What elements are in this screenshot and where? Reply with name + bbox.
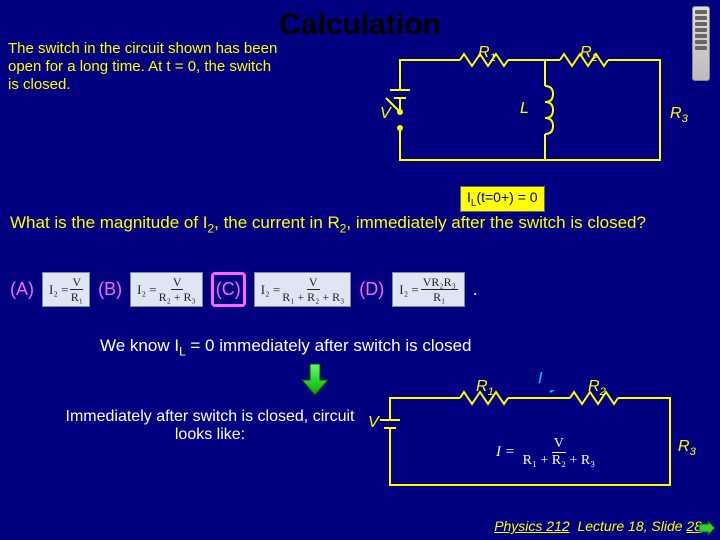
period: .	[473, 279, 478, 300]
slide-title: Calculation	[279, 8, 441, 42]
label-r2: R2	[580, 44, 598, 64]
option-a-label[interactable]: (A)	[10, 279, 34, 300]
label2-r3: R3	[678, 438, 696, 458]
label2-r2: R2	[588, 378, 606, 398]
clicker-remote-icon	[692, 6, 710, 81]
label2-v: V	[368, 414, 379, 432]
slide-footer: Physics 212 Lecture 18, Slide 28	[494, 518, 702, 534]
explanation-line-1: We know IL = 0 immediately after switch …	[100, 336, 472, 358]
next-arrow-icon[interactable]	[698, 520, 716, 536]
label-r1: R1	[478, 44, 496, 64]
circuit-diagram-2: R1 R2 R3 V I I = VR₁ + R₂ + R₃	[370, 390, 690, 500]
label-r3: R3	[670, 105, 688, 125]
option-c-formula: I₂ = VR₁ + R₂ + R₃	[254, 272, 352, 307]
label2-i: I	[538, 370, 542, 388]
explanation-line-2: Immediately after switch is closed, circ…	[60, 408, 360, 443]
down-arrow-icon	[300, 362, 330, 397]
option-b-label[interactable]: (B)	[98, 279, 122, 300]
circuit-diagram-1: R1 R2 R3 L V	[380, 50, 680, 170]
option-a-formula: I₂ = VR₁	[42, 272, 90, 307]
initial-condition-box: IL(t=0+) = 0	[460, 186, 545, 212]
option-b-formula: I₂ = VR₂ + R₃	[130, 272, 203, 307]
result-formula: I = VR₁ + R₂ + R₃	[490, 434, 601, 471]
option-c-label[interactable]: (C)	[211, 272, 246, 307]
question-text: What is the magnitude of I2, the current…	[10, 214, 710, 235]
problem-statement: The switch in the circuit shown has been…	[8, 40, 283, 94]
option-d-label[interactable]: (D)	[359, 279, 384, 300]
answer-options: (A) I₂ = VR₁ (B) I₂ = VR₂ + R₃ (C) I₂ = …	[10, 272, 710, 307]
label-v: V	[380, 105, 391, 123]
label2-r1: R1	[476, 378, 494, 398]
option-d-formula: I₂ = VR₂R₃R₁	[392, 272, 465, 307]
circuit-svg-1	[380, 50, 680, 190]
label-l: L	[520, 100, 529, 118]
